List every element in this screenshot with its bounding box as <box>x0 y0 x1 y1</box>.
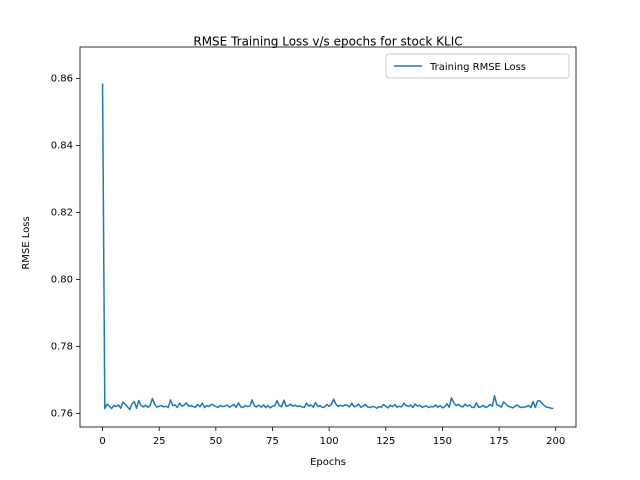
legend-label: Training RMSE Loss <box>429 62 526 73</box>
x-tick-label: 50 <box>209 436 222 447</box>
x-tick-label: 150 <box>433 436 452 447</box>
x-tick-label: 175 <box>490 436 509 447</box>
x-tick-label: 0 <box>99 436 105 447</box>
y-tick-label: 0.80 <box>51 275 73 286</box>
legend: Training RMSE Loss <box>385 53 570 79</box>
y-tick-label: 0.76 <box>51 409 73 420</box>
x-tick-label: 200 <box>546 436 565 447</box>
y-tick-label: 0.84 <box>51 140 73 151</box>
y-axis-label: RMSE Loss <box>21 216 32 269</box>
plot-frame <box>79 46 577 428</box>
x-tick-label: 125 <box>376 436 395 447</box>
data-line <box>101 83 554 411</box>
chart-title: RMSE Training Loss v/s epochs for stock … <box>193 35 462 49</box>
legend-box <box>385 53 570 79</box>
y-tick-label: 0.78 <box>51 342 73 353</box>
x-tick-label: 25 <box>153 436 166 447</box>
x-tick-label: 75 <box>266 436 279 447</box>
x-tick-label: 100 <box>320 436 339 447</box>
y-tick-label: 0.86 <box>51 73 73 84</box>
x-axis-label: Epochs <box>310 457 346 468</box>
y-tick-label: 0.82 <box>51 208 73 219</box>
